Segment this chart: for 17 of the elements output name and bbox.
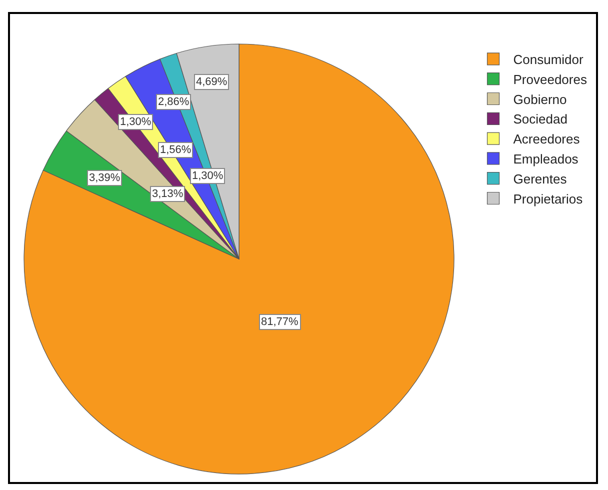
data-label: 3,13%: [152, 188, 184, 200]
data-label: 81,77%: [261, 316, 299, 328]
data-label: 1,30%: [192, 170, 224, 182]
legend-label: Propietarios: [513, 191, 584, 206]
legend-label: Gerentes: [513, 171, 568, 186]
legend-label: Consumidor: [513, 52, 584, 68]
legend-label: Gobierno: [513, 92, 567, 107]
data-label: 1,56%: [160, 144, 192, 156]
legend-label: Proveedores: [513, 72, 588, 87]
legend-label: Sociedad: [513, 112, 568, 127]
data-label: 2,86%: [158, 96, 190, 108]
data-label: 4,69%: [196, 76, 228, 88]
data-label: 3,39%: [89, 172, 120, 184]
data-label: 1,30%: [120, 116, 152, 128]
legend-label: Acreedores: [513, 132, 580, 147]
pie-slice: [24, 44, 454, 474]
legend-label: Empleados: [513, 152, 579, 167]
